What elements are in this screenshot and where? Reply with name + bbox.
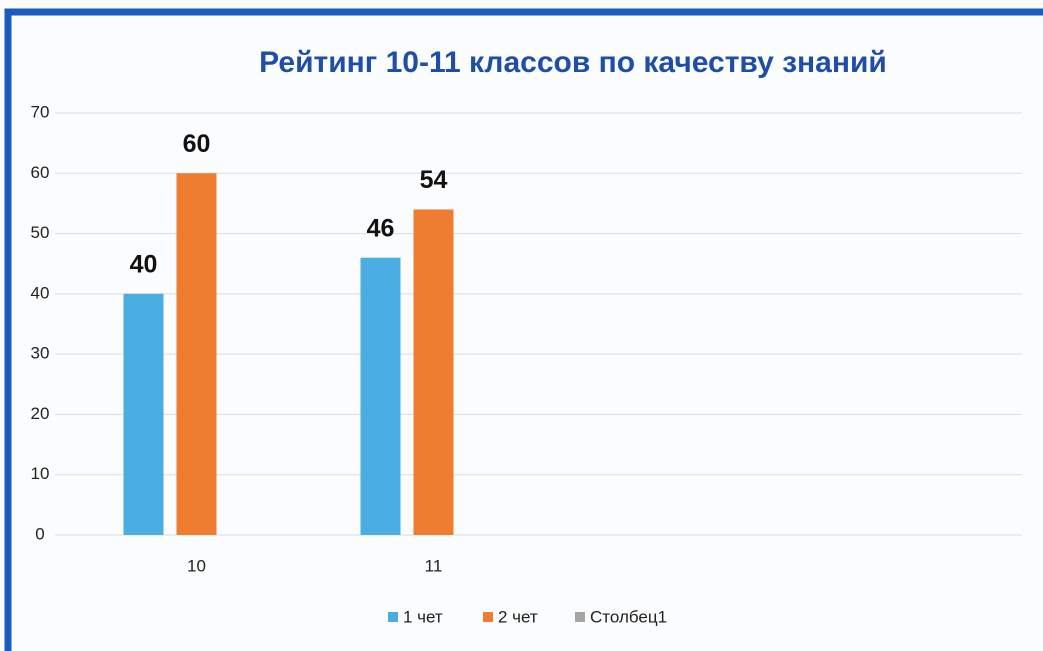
data-label: 40 — [130, 250, 158, 278]
legend-label: 1 чет — [403, 607, 443, 626]
x-tick-label: 11 — [425, 556, 443, 575]
legend-swatch — [483, 612, 493, 622]
bar — [360, 257, 401, 535]
y-tick-label: 10 — [31, 464, 50, 483]
y-tick-label: 50 — [31, 223, 50, 242]
x-tick-label: 10 — [187, 556, 206, 575]
y-tick-label: 40 — [31, 283, 50, 302]
frame — [4, 8, 1043, 651]
legend-swatch — [575, 612, 585, 622]
data-label: 46 — [367, 214, 395, 242]
y-tick-label: 0 — [35, 524, 44, 543]
legend-label: Столбец1 — [590, 607, 667, 626]
y-tick-label: 70 — [31, 102, 50, 121]
chart-title: Рейтинг 10-11 классов по качеству знаний — [259, 46, 887, 79]
y-tick-label: 30 — [31, 344, 50, 363]
bar — [413, 209, 454, 535]
data-label: 60 — [183, 130, 211, 158]
y-tick-label: 20 — [31, 404, 50, 423]
legend-label: 2 чет — [498, 607, 538, 626]
legend-swatch — [388, 612, 398, 622]
y-tick-label: 60 — [31, 163, 50, 182]
bar — [123, 293, 164, 535]
bar — [176, 173, 217, 536]
data-label: 54 — [420, 166, 448, 194]
